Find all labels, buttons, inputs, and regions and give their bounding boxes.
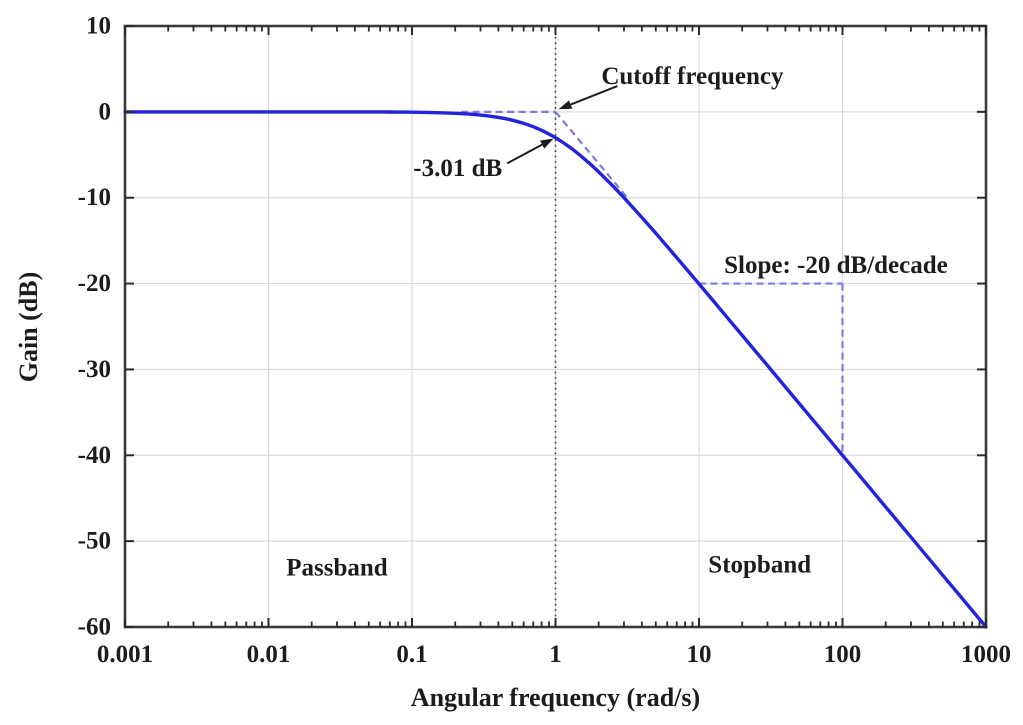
x-tick-label: 10 [687,641,712,668]
y-tick-label: -60 [78,614,111,641]
cutoff-frequency-label: Cutoff frequency [601,63,784,90]
x-axis-label: Angular frequency (rad/s) [411,683,700,712]
asymptote-dashed-segment [554,111,629,200]
y-tick-label: 10 [86,13,111,40]
y-tick-label: -50 [78,528,111,555]
stopband-label: Stopband [708,552,811,579]
x-tick-label: 1 [549,641,562,668]
y-tick-label: -40 [78,442,111,469]
y-tick-label: -10 [78,184,111,211]
x-tick-label: 0.01 [247,641,291,668]
minus-3db-label-arrow-line [506,143,543,165]
x-tick-label: 0.001 [97,641,153,668]
y-tick-label: 0 [99,98,112,125]
minus-3db-label: -3.01 dB [413,155,502,182]
x-tick-label: 1000 [961,641,1011,668]
y-tick-label: -30 [78,356,111,383]
gain-curve [123,110,988,629]
y-tick-label: -20 [78,270,111,297]
x-tick-label: 100 [824,641,862,668]
minus-3db-label-arrow-head [540,138,554,149]
x-tick-label: 0.1 [396,641,427,668]
slope-label: Slope: -20 dB/decade [724,252,948,279]
cutoff-frequency-label-arrow-head [558,100,573,110]
y-axis-label: Gain (dB) [14,272,43,383]
cutoff-frequency-label-arrow-line [570,85,618,106]
passband-label: Passband [286,554,388,581]
